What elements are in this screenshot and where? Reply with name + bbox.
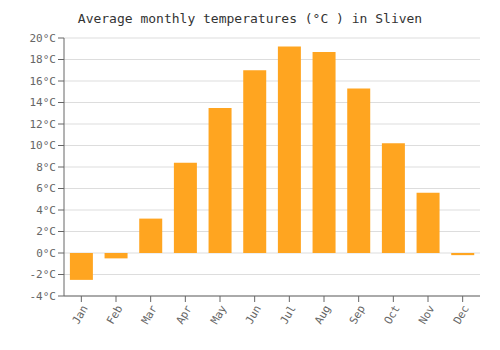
- svg-text:12°C: 12°C: [30, 118, 57, 131]
- svg-text:20°C: 20°C: [30, 32, 57, 45]
- svg-text:Apr: Apr: [173, 303, 194, 327]
- svg-text:May: May: [208, 303, 229, 327]
- svg-text:-4°C: -4°C: [30, 290, 57, 303]
- html-text:Average monthly temperatures (: Average monthly temperatures (°C ) in Sl…: [77, 11, 423, 26]
- svg-text:Oct: Oct: [381, 303, 402, 327]
- svg-text:Mar: Mar: [139, 303, 160, 327]
- svg-text:2°C: 2°C: [36, 225, 56, 238]
- svg-text:Nov: Nov: [416, 303, 437, 327]
- svg-text:10°C: 10°C: [30, 139, 57, 152]
- svg-text:8°C: 8°C: [36, 161, 56, 174]
- svg-text:16°C: 16°C: [30, 75, 57, 88]
- svg-text:4°C: 4°C: [36, 204, 56, 217]
- svg-text:0°C: 0°C: [36, 247, 56, 260]
- svg-text:Dec: Dec: [451, 303, 472, 327]
- svg-text:Aug: Aug: [312, 303, 333, 327]
- svg-text:18°C: 18°C: [30, 53, 57, 66]
- svg-text:Jun: Jun: [243, 303, 264, 327]
- svg-text:6°C: 6°C: [36, 182, 56, 195]
- svg-text:-2°C: -2°C: [30, 268, 57, 281]
- svg-text:Feb: Feb: [104, 303, 125, 327]
- svg-text:Jul: Jul: [277, 303, 298, 327]
- svg-text:Sep: Sep: [347, 303, 368, 327]
- svg-text:Jan: Jan: [69, 303, 90, 327]
- svg-text:14°C: 14°C: [30, 96, 57, 109]
